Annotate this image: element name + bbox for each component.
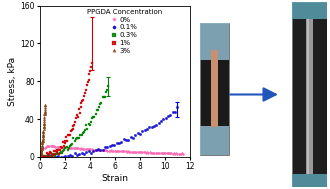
- 0.1%: [75, 154, 79, 156]
- 1%: [47, 156, 50, 158]
- 0.1%: [126, 139, 130, 141]
- 0%: [119, 150, 123, 152]
- 1%: [71, 128, 75, 130]
- 1%: [90, 62, 94, 64]
- 0%: [78, 148, 82, 150]
- Line: 1%: 1%: [39, 62, 93, 158]
- 0.3%: [61, 149, 65, 152]
- 0.1%: [38, 155, 42, 157]
- 1%: [51, 153, 55, 156]
- 3%: [39, 153, 43, 156]
- 0.3%: [59, 151, 63, 153]
- 1%: [55, 149, 59, 151]
- 0.3%: [56, 153, 60, 156]
- 0%: [69, 147, 73, 149]
- Line: 3%: 3%: [39, 104, 47, 158]
- Legend: 0%, 0.1%, 0.3%, 1%, 3%: 0%, 0.1%, 0.3%, 1%, 3%: [85, 8, 163, 55]
- Bar: [200, 23, 229, 60]
- X-axis label: Strain: Strain: [101, 174, 128, 183]
- 0.3%: [38, 155, 42, 157]
- Y-axis label: Stress, kPa: Stress, kPa: [9, 57, 17, 106]
- 0.1%: [84, 151, 88, 153]
- 0%: [182, 153, 185, 155]
- 3%: [40, 147, 44, 150]
- Bar: [292, 2, 327, 19]
- Bar: [306, 19, 313, 174]
- 3%: [40, 148, 44, 151]
- 3%: [43, 104, 47, 106]
- 0.1%: [87, 150, 91, 152]
- 1%: [53, 153, 57, 155]
- 0%: [152, 152, 156, 154]
- Bar: [292, 174, 327, 187]
- 3%: [39, 150, 43, 152]
- 3%: [38, 156, 42, 158]
- 0%: [138, 151, 142, 153]
- 0%: [49, 145, 52, 147]
- 0.3%: [39, 156, 43, 158]
- Line: 0.1%: 0.1%: [39, 106, 179, 158]
- Bar: [200, 126, 229, 155]
- 0.3%: [62, 149, 66, 151]
- 0%: [178, 153, 182, 155]
- Bar: [307, 19, 309, 174]
- 0.3%: [82, 131, 86, 133]
- 0%: [38, 155, 42, 157]
- 0.1%: [80, 152, 84, 154]
- 1%: [55, 151, 59, 153]
- 0.1%: [40, 156, 44, 158]
- 3%: [39, 151, 43, 153]
- Line: 0.3%: 0.3%: [39, 85, 110, 158]
- 0.3%: [107, 85, 111, 87]
- 1%: [38, 156, 42, 158]
- Line: 0%: 0%: [39, 145, 184, 157]
- 0.1%: [63, 154, 67, 157]
- 3%: [41, 133, 45, 135]
- Bar: [211, 50, 218, 127]
- 0.3%: [50, 153, 54, 155]
- 0.1%: [175, 106, 179, 108]
